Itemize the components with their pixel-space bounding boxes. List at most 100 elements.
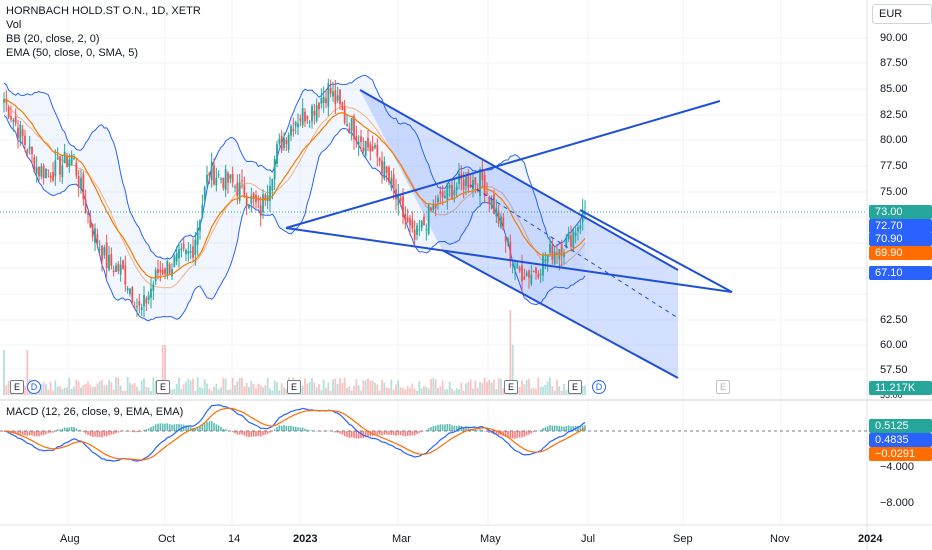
candle-body bbox=[507, 239, 509, 244]
volume-bar bbox=[441, 380, 444, 395]
volume-bar bbox=[432, 377, 435, 395]
candles bbox=[3, 78, 586, 318]
candle-body bbox=[98, 249, 101, 251]
earnings-marker[interactable]: E bbox=[287, 380, 301, 394]
earnings-marker[interactable]: E bbox=[504, 380, 518, 394]
volume-bar bbox=[84, 384, 87, 395]
trendline-rising[interactable] bbox=[285, 100, 721, 229]
macd-histogram-bar bbox=[579, 426, 582, 431]
trendline-drawings[interactable] bbox=[285, 89, 733, 379]
symbol-title[interactable]: HORNBACH HOLD.ST O.N., 1D, XETR bbox=[6, 5, 201, 17]
macd-histogram-bar bbox=[399, 431, 402, 436]
macd-histogram-bar bbox=[238, 431, 241, 435]
candle-body bbox=[339, 89, 341, 105]
volume-bar bbox=[42, 381, 45, 395]
macd-legend[interactable]: MACD (12, 26, close, 9, EMA, EMA) bbox=[6, 406, 184, 418]
macd-histogram-bar bbox=[348, 431, 351, 438]
earnings-marker[interactable]: E bbox=[568, 380, 582, 394]
dividend-marker[interactable]: D bbox=[27, 380, 41, 394]
candle-body bbox=[325, 98, 327, 104]
volume-bar bbox=[187, 378, 190, 395]
candle-body bbox=[292, 128, 295, 132]
bollinger-band-fill bbox=[4, 75, 585, 321]
dividend-marker[interactable]: D bbox=[592, 380, 606, 394]
trendline-wedge-top[interactable] bbox=[579, 209, 733, 293]
macd-histogram-bar bbox=[94, 431, 96, 437]
volume-bar bbox=[467, 382, 470, 395]
macd-histogram-bar bbox=[418, 431, 421, 434]
volume-bar bbox=[5, 385, 8, 395]
candle-body bbox=[126, 288, 129, 291]
bb-legend[interactable]: BB (20, close, 2, 0) bbox=[6, 33, 100, 45]
candle-body bbox=[560, 244, 563, 256]
candle-body bbox=[108, 254, 110, 270]
candle-body bbox=[131, 287, 134, 303]
ema-line bbox=[3, 98, 586, 279]
macd-histogram-bar bbox=[397, 431, 400, 436]
candle-body bbox=[59, 156, 61, 175]
candle-body bbox=[96, 234, 99, 244]
trendline-upper-channel[interactable] bbox=[359, 89, 679, 271]
volume-bar bbox=[94, 386, 96, 395]
candle-body bbox=[537, 273, 540, 278]
volume-legend[interactable]: Vol bbox=[6, 19, 22, 31]
candle-body bbox=[397, 193, 400, 206]
macd-histogram-bar bbox=[553, 425, 556, 431]
volume-bar bbox=[49, 381, 52, 395]
macd-histogram-bar bbox=[406, 431, 409, 436]
candle-body bbox=[320, 98, 323, 104]
macd-histogram-bar bbox=[75, 428, 78, 431]
macd-histogram-bar bbox=[35, 431, 38, 437]
macd-histogram-bar bbox=[481, 429, 484, 431]
ema-legend[interactable]: EMA (50, close, 0, SMA, 5) bbox=[6, 47, 139, 59]
macd-histogram-bar bbox=[178, 424, 180, 431]
candle-body bbox=[432, 205, 435, 210]
volume-bar bbox=[444, 389, 446, 395]
volume-bar bbox=[231, 378, 234, 395]
trendline-lower-channel[interactable] bbox=[441, 249, 679, 379]
macd-histogram-bar bbox=[441, 424, 444, 431]
macd-histogram-bar bbox=[530, 431, 533, 434]
candle-body bbox=[570, 235, 572, 247]
volume-bar bbox=[341, 382, 344, 395]
macd-histogram-bar bbox=[327, 430, 330, 432]
candle-body bbox=[336, 95, 339, 101]
macd-histogram-bar bbox=[341, 431, 344, 435]
volume-bar bbox=[122, 390, 124, 395]
macd-histogram-bar bbox=[507, 431, 509, 437]
price-tick: 75.00 bbox=[880, 186, 908, 198]
trendline-wedge-bottom[interactable] bbox=[285, 227, 733, 293]
candle-body bbox=[234, 186, 236, 188]
earnings-marker-upcoming[interactable]: E bbox=[716, 380, 730, 394]
macd-histogram-bar bbox=[404, 431, 407, 437]
candle-body bbox=[35, 167, 38, 174]
candle-body bbox=[283, 138, 285, 149]
macd-histogram-bar bbox=[56, 429, 59, 431]
candle-body bbox=[285, 139, 288, 145]
volume-bar bbox=[262, 387, 264, 395]
macd-histogram-bar bbox=[248, 431, 250, 438]
candle-body bbox=[47, 169, 50, 171]
macd-histogram-bar bbox=[483, 431, 486, 432]
macd-histogram-bar bbox=[313, 430, 316, 432]
volume-bar bbox=[129, 383, 131, 395]
candle-body bbox=[241, 180, 243, 182]
channel-fill[interactable] bbox=[360, 90, 678, 378]
candle-body bbox=[341, 102, 344, 111]
candle-body bbox=[511, 263, 514, 266]
macd-histogram-bar bbox=[549, 425, 551, 431]
volume-bar bbox=[476, 387, 479, 395]
candle-body bbox=[243, 185, 246, 198]
candle-body bbox=[374, 145, 376, 148]
macd-histogram-bar bbox=[495, 431, 498, 435]
volume-bar bbox=[89, 384, 92, 395]
candle-body bbox=[24, 135, 26, 145]
macd-histogram-bar bbox=[474, 429, 477, 431]
macd-histogram-bar bbox=[558, 425, 561, 431]
volume-bar bbox=[325, 387, 327, 395]
earnings-marker[interactable]: E bbox=[10, 380, 24, 394]
trendline-mid-dashed[interactable] bbox=[469, 184, 679, 319]
currency-selector[interactable]: EUR bbox=[872, 4, 932, 24]
earnings-marker[interactable]: E bbox=[156, 380, 170, 394]
